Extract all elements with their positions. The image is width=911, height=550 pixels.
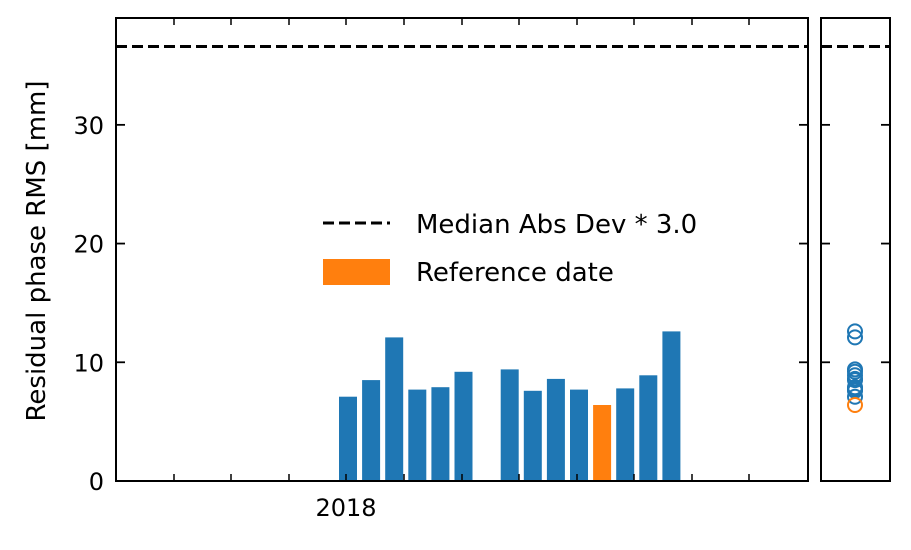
side-scatter-panel [820, 17, 891, 482]
bar [639, 375, 658, 481]
bar [616, 388, 635, 481]
bar [454, 371, 473, 481]
x-tick-label: 2018 [315, 494, 376, 522]
legend: Median Abs Dev * 3.0 Reference date [323, 210, 697, 288]
scatter-point [847, 323, 863, 340]
scatter-point [847, 372, 863, 389]
bar [500, 369, 519, 481]
bar [385, 337, 404, 481]
reference-bar [593, 405, 612, 481]
bar [523, 390, 542, 481]
legend-label-threshold: Median Abs Dev * 3.0 [416, 210, 697, 240]
y-tick-label: 30 [73, 112, 104, 140]
bar [408, 389, 427, 481]
bar [362, 380, 381, 481]
legend-reference-swatch [323, 259, 390, 285]
y-tick-label: 0 [89, 468, 104, 496]
reference-point [847, 397, 863, 413]
y-tick-label: 20 [73, 231, 104, 259]
bar [570, 389, 588, 481]
bar [546, 378, 565, 481]
bar [431, 387, 450, 481]
main-bar-chart: 0 10 20 30 2018 [73, 17, 809, 522]
bar [662, 331, 681, 481]
scatter-point [847, 329, 863, 346]
y-tick-label: 10 [73, 349, 104, 377]
y-axis-label: Residual phase RMS [mm] [22, 81, 52, 422]
legend-label-reference: Reference date [416, 258, 614, 288]
bar [339, 396, 357, 481]
side-axes-frame [820, 17, 891, 482]
scatter-point [847, 388, 863, 405]
